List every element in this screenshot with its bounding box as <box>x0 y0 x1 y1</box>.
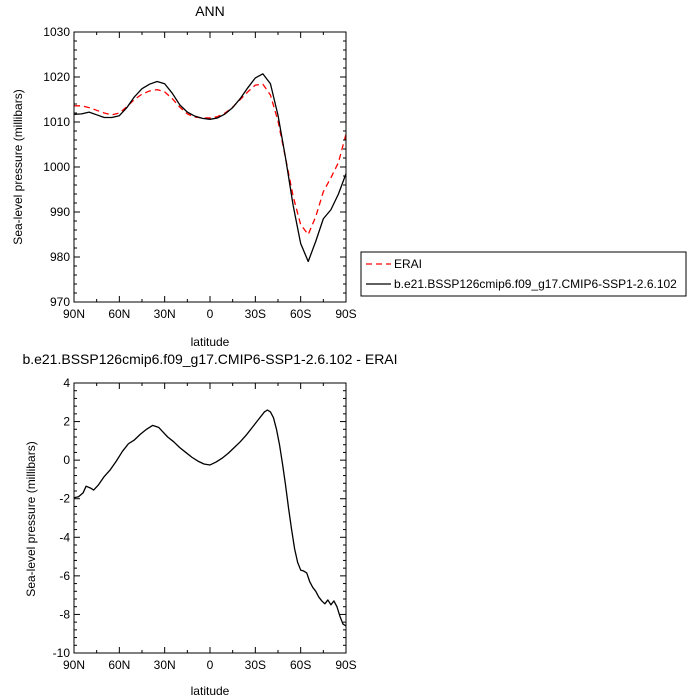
bottom-panel: b.e21.BSSP126cmip6.f09_g17.CMIP6-SSP1-2.… <box>22 351 397 698</box>
bottom-y-tick-label: 2 <box>63 415 70 429</box>
bottom-x-tick-label: 0 <box>207 658 214 672</box>
bottom-y-tick-label: 4 <box>63 376 70 390</box>
bottom-y-tick-label: -6 <box>59 569 70 583</box>
top-panel: ANN 90N 60N 30N 0 30S 60S 90S 970 980 990 1000 1010… <box>11 3 687 349</box>
top-series-line-1 <box>73 73 347 263</box>
top-y-tick-label: 1000 <box>43 160 70 174</box>
legend: ERAI b.e21.BSSP126cmip6.f09_g17.CMIP6-SS… <box>360 251 687 297</box>
top-y-tick-label: 980 <box>50 250 70 264</box>
top-x-tick-label: 90S <box>335 307 356 321</box>
top-x-tick-label: 60N <box>108 307 130 321</box>
top-y-tick-label: 970 <box>50 295 70 309</box>
top-x-tick-label: 30S <box>245 307 266 321</box>
top-y-tick-label: 1020 <box>43 70 70 84</box>
top-y-tick-label: 990 <box>50 205 70 219</box>
bottom-plot-area: 90N 60N 30N 0 30S 60S 90S -10 -8 -6 -4 -2 0 2 4 <box>53 376 357 672</box>
bottom-y-tick-label: -10 <box>53 646 71 660</box>
bottom-chart-title: b.e21.BSSP126cmip6.f09_g17.CMIP6-SSP1-2.… <box>22 351 397 367</box>
bottom-x-tick-label: 90N <box>63 658 85 672</box>
top-chart-title: ANN <box>195 3 225 19</box>
top-x-tick-label: 0 <box>207 307 214 321</box>
bottom-y-tick-label: -4 <box>59 530 70 544</box>
bottom-x-tick-label: 90S <box>335 658 356 672</box>
top-x-tick-label: 90N <box>63 307 85 321</box>
bottom-x-axis-label: latitude <box>191 684 230 698</box>
top-y-tick-label: 1010 <box>43 115 70 129</box>
top-y-axis-label: Sea-level pressure (millibars) <box>11 89 25 244</box>
top-series-line-0 <box>74 83 347 236</box>
bottom-y-tick-label: 0 <box>63 453 70 467</box>
bottom-y-tick-label: -2 <box>59 492 70 506</box>
top-x-tick-label: 60S <box>290 307 311 321</box>
bottom-x-tick-label: 30N <box>154 658 176 672</box>
legend-label-model: b.e21.BSSP126cmip6.f09_g17.CMIP6-SSP1-2.… <box>394 277 677 291</box>
bottom-x-tick-label: 30S <box>245 658 266 672</box>
legend-label-erai: ERAI <box>394 257 422 271</box>
bottom-y-tick-label: -8 <box>59 607 70 621</box>
bottom-series-line-0 <box>73 409 347 627</box>
bottom-x-tick-label: 60N <box>108 658 130 672</box>
top-plot-area: 90N 60N 30N 0 30S 60S 90S 970 980 990 1000 1010 1020… <box>43 25 356 321</box>
top-y-tick-label: 1030 <box>43 25 70 39</box>
legend-box <box>360 251 687 297</box>
top-plot-frame <box>73 31 347 303</box>
bottom-plot-frame <box>73 382 347 654</box>
bottom-y-axis-label: Sea-level pressure (millibars) <box>24 441 38 596</box>
bottom-x-tick-label: 60S <box>290 658 311 672</box>
top-x-axis-label: latitude <box>191 335 230 349</box>
top-x-tick-label: 30N <box>154 307 176 321</box>
